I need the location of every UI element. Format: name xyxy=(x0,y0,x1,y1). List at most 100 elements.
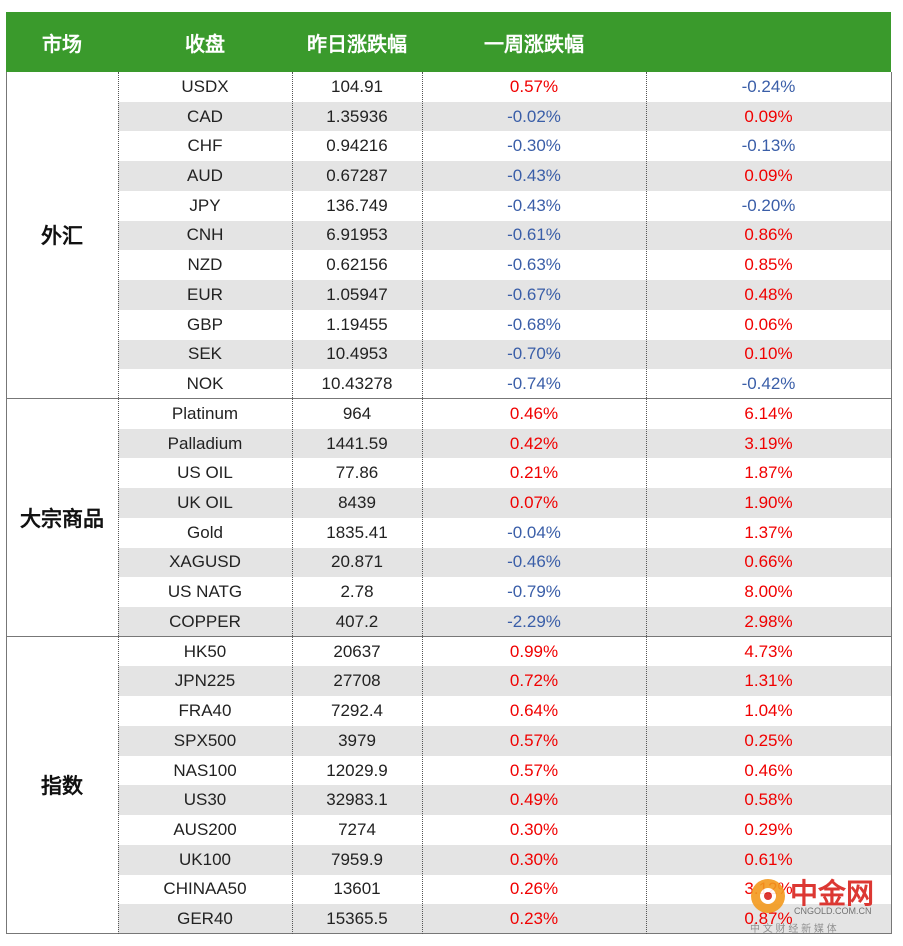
instrument-name: GER40 xyxy=(177,909,233,929)
instrument-name: Palladium xyxy=(167,433,243,453)
close-value: 7292.4 xyxy=(331,701,383,721)
close-value: 0.67287 xyxy=(326,166,388,186)
close-value: 2.78 xyxy=(340,582,374,602)
instrument-name: EUR xyxy=(187,284,223,304)
change-value: 0.86% xyxy=(744,225,793,245)
close-value: 7959.9 xyxy=(331,849,383,869)
change-value: -0.20% xyxy=(741,195,796,215)
column-divider xyxy=(422,72,423,934)
instrument-name: CHINAA50 xyxy=(163,879,247,899)
instrument-name: US OIL xyxy=(177,463,233,483)
close-value: 1.35936 xyxy=(326,106,388,126)
close-value: 20637 xyxy=(333,641,381,661)
change-value: 0.66% xyxy=(744,552,793,572)
row-stripe xyxy=(118,844,891,875)
change-value: -0.68% xyxy=(507,314,561,334)
instrument-name: GBP xyxy=(187,314,223,334)
header-cell: 市场 xyxy=(42,33,82,56)
instrument-name: UK OIL xyxy=(177,492,233,512)
change-value: -0.46% xyxy=(507,552,561,572)
change-value: 0.30% xyxy=(509,849,559,869)
change-value: 0.64% xyxy=(509,701,559,721)
row-stripe xyxy=(118,101,891,132)
watermark-logo xyxy=(751,879,785,913)
change-value: -0.79% xyxy=(507,582,561,602)
instrument-name: NZD xyxy=(187,255,223,275)
close-value: 964 xyxy=(342,403,372,423)
change-value: 0.29% xyxy=(744,819,793,839)
change-value: 0.49% xyxy=(509,790,559,810)
group-divider xyxy=(6,933,891,934)
close-value: 104.91 xyxy=(331,76,383,96)
row-stripe xyxy=(118,725,891,756)
change-value: -0.02% xyxy=(507,106,561,126)
close-value: 10.4953 xyxy=(326,344,388,364)
change-value: -0.04% xyxy=(507,522,561,542)
change-value: 6.14% xyxy=(744,403,793,423)
change-value: 1.37% xyxy=(744,522,793,542)
change-value: 0.46% xyxy=(509,403,559,423)
close-value: 407.2 xyxy=(335,611,379,631)
close-value: 0.94216 xyxy=(326,136,388,156)
row-stripe xyxy=(118,488,891,518)
watermark: 中金网 CNGOLD.COM.CN 中 文 财 经 新 媒 体 xyxy=(748,868,893,935)
close-value: 32983.1 xyxy=(326,790,388,810)
close-value: 136.749 xyxy=(326,195,388,215)
instrument-name: HK50 xyxy=(183,641,227,661)
change-value: 0.87% xyxy=(744,909,793,929)
row-stripe xyxy=(118,785,891,816)
change-value: 0.25% xyxy=(744,730,793,750)
change-value: 0.30% xyxy=(509,819,559,839)
row-stripe xyxy=(118,428,891,459)
change-value: 0.07% xyxy=(509,492,559,512)
change-value: 0.72% xyxy=(509,671,559,691)
close-value: 10.43278 xyxy=(321,374,393,394)
instrument-name: Gold xyxy=(187,522,223,542)
change-value: -0.74% xyxy=(507,374,561,394)
column-divider xyxy=(118,72,119,934)
close-value: 8439 xyxy=(338,492,376,512)
instrument-name: UK100 xyxy=(179,849,231,869)
row-stripe xyxy=(118,339,891,370)
row-stripe xyxy=(118,220,891,251)
instrument-name: FRA40 xyxy=(178,701,232,721)
change-value: -0.30% xyxy=(507,136,561,156)
instrument-name: COPPER xyxy=(169,611,241,631)
change-value: 0.46% xyxy=(744,760,793,780)
change-value: 0.09% xyxy=(744,166,793,186)
change-value: -0.42% xyxy=(741,374,796,394)
change-value: 0.10% xyxy=(744,344,793,364)
group-label: 大宗商品 xyxy=(20,507,104,531)
group-divider xyxy=(6,635,891,637)
change-value: 0.42% xyxy=(509,433,559,453)
instrument-name: SPX500 xyxy=(173,730,237,750)
change-value: -0.70% xyxy=(507,344,561,364)
group-label: 外汇 xyxy=(41,225,83,249)
close-value: 20.871 xyxy=(331,552,383,572)
change-value: 0.61% xyxy=(744,849,793,869)
close-value: 1835.41 xyxy=(326,522,388,542)
column-divider xyxy=(6,72,7,934)
change-value: -0.67% xyxy=(507,284,561,304)
instrument-name: CAD xyxy=(187,106,223,126)
change-value: -0.43% xyxy=(507,195,561,215)
change-value: 1.04% xyxy=(744,701,793,721)
instrument-name: AUS200 xyxy=(173,819,237,839)
instrument-name: JPN225 xyxy=(174,671,236,691)
change-value: 0.57% xyxy=(509,76,559,96)
change-value: 0.06% xyxy=(744,314,793,334)
instrument-name: NAS100 xyxy=(173,760,237,780)
close-value: 7274 xyxy=(338,819,376,839)
change-value: 0.57% xyxy=(509,760,559,780)
change-value: -0.24% xyxy=(741,76,796,96)
row-stripe xyxy=(118,547,891,578)
change-value: 0.85% xyxy=(744,255,793,275)
column-divider xyxy=(891,72,892,934)
change-value: 0.58% xyxy=(744,790,793,810)
change-value: -0.13% xyxy=(741,136,796,156)
row-stripe xyxy=(118,666,891,697)
close-value: 6.91953 xyxy=(326,225,388,245)
group-divider xyxy=(6,397,891,399)
change-value: 0.57% xyxy=(509,730,559,750)
